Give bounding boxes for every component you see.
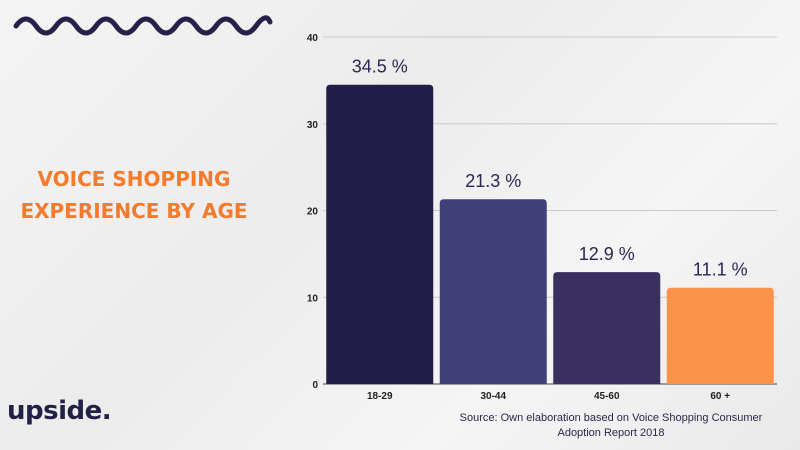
y-tick-label: 30 [307, 120, 319, 131]
x-tick-label: 18-29 [367, 391, 393, 402]
decorative-wave [13, 15, 273, 36]
bar [439, 199, 547, 384]
x-tick-label: 45-60 [594, 391, 620, 402]
y-tick-label: 10 [307, 293, 319, 304]
y-tick-label: 40 [307, 33, 319, 44]
source-note: Source: Own elaboration based on Voice S… [440, 411, 782, 441]
bar-value-label: 11.1 % [693, 260, 748, 280]
bar-value-label: 12.9 % [579, 244, 635, 264]
x-tick-label: 30-44 [480, 391, 506, 402]
bar-value-label: 21.3 % [465, 171, 521, 191]
x-tick-label: 60 + [710, 391, 730, 402]
upside-logo: upside. [7, 396, 112, 426]
bar [666, 287, 774, 384]
y-tick-label: 0 [312, 380, 318, 391]
bar-value-label: 34.5 % [352, 57, 408, 77]
bar [326, 84, 434, 385]
chart-title-line-1: VOICE SHOPPING [37, 167, 231, 191]
chart-title: VOICE SHOPPING EXPERIENCE BY AGE [0, 163, 268, 227]
y-tick-label: 20 [307, 207, 319, 218]
chart-title-line-2: EXPERIENCE BY AGE [20, 199, 248, 223]
source-line-1: Source: Own elaboration based on Voice S… [459, 412, 763, 424]
bar [553, 272, 661, 384]
source-line-2: Adoption Report 2018 [557, 427, 665, 439]
